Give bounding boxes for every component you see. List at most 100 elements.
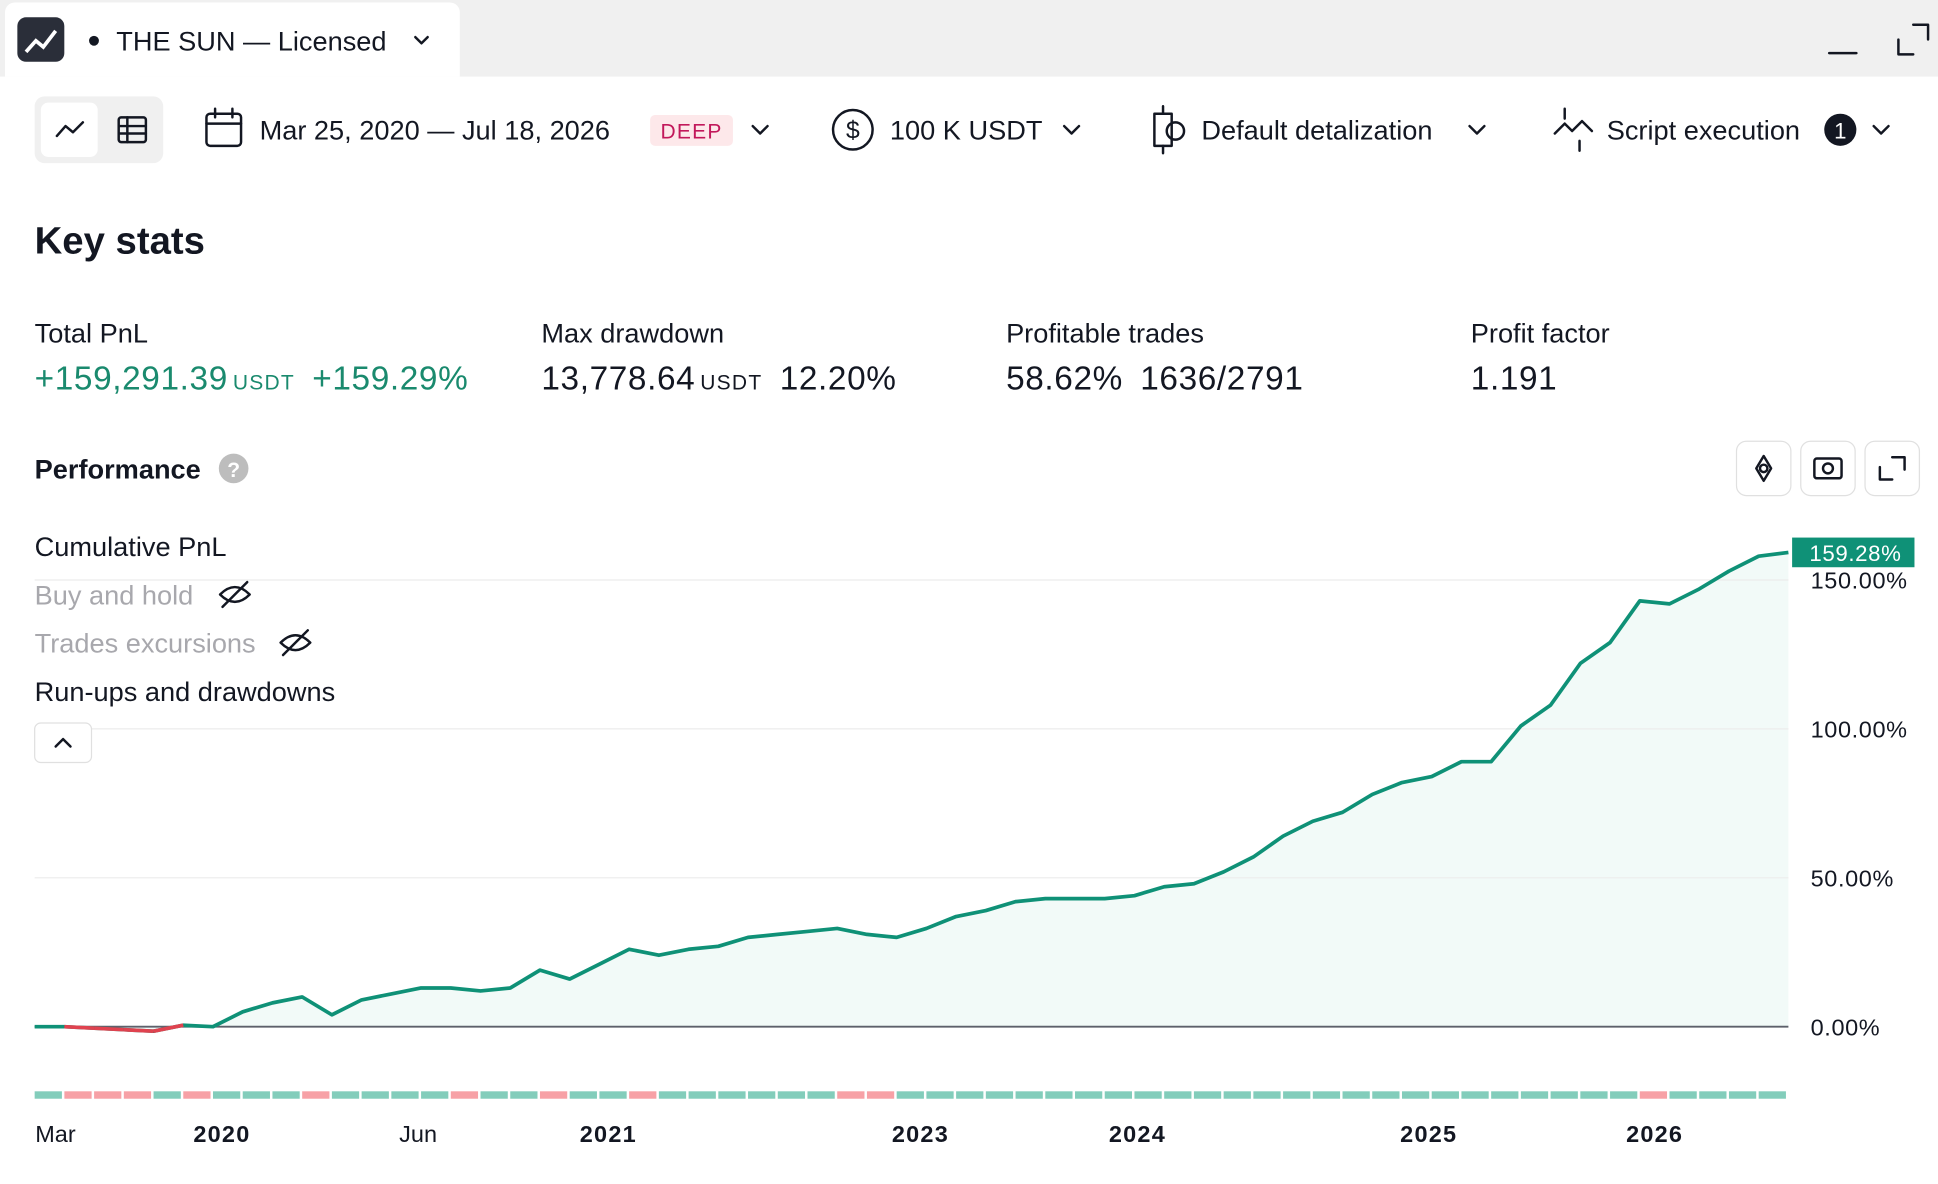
execution-count: 1 [1834, 118, 1846, 143]
runup-drawdown [1312, 1091, 1341, 1099]
tab-title: THE SUN — Licensed [116, 26, 386, 57]
fullscreen-button[interactable] [1864, 440, 1921, 497]
y-tick-label: 0.00% [1811, 1014, 1881, 1040]
runup-drawdown [213, 1091, 241, 1099]
runup-drawdown [64, 1091, 92, 1099]
runup-drawdown [1758, 1091, 1786, 1099]
camera-lens [1821, 462, 1835, 475]
execution-dropdown[interactable] [1872, 124, 1890, 135]
stat-extra: 1636/2791 [1140, 360, 1303, 397]
runup-drawdown [837, 1091, 865, 1099]
detalization[interactable]: Default detalization [1201, 115, 1432, 146]
negative-segment [94, 1026, 124, 1032]
runup-drawdown [361, 1091, 389, 1099]
capital-dropdown[interactable] [1062, 124, 1081, 135]
help-mark: ? [227, 459, 240, 482]
x-tick-label: 2023 [892, 1121, 949, 1147]
hidden-icon[interactable] [218, 580, 312, 657]
runup-drawdown [658, 1091, 687, 1099]
table-icon [117, 116, 148, 144]
legend-item[interactable]: Buy and hold [35, 579, 194, 610]
pnl-line [34, 550, 1789, 1034]
runup-drawdown [480, 1091, 508, 1099]
y-tick-label: 50.00% [1811, 865, 1894, 891]
stat-unit: USDT [233, 371, 295, 394]
logo-mark [24, 29, 58, 54]
expand[interactable] [1897, 23, 1930, 56]
legend-item[interactable]: Trades excursions [35, 628, 256, 659]
legend-item[interactable]: Cumulative PnL [35, 531, 227, 562]
runup-drawdown [539, 1091, 568, 1099]
tab-dropdown[interactable] [414, 35, 429, 45]
calendar-icon-lines [205, 107, 243, 125]
date-dropdown[interactable] [751, 124, 769, 135]
runup-drawdown [1431, 1091, 1459, 1099]
area [34, 552, 1789, 1032]
date-range[interactable]: Mar 25, 2020 — Jul 18, 2026 [260, 115, 610, 146]
fullscreen-icon [1878, 456, 1906, 481]
table-view-button[interactable] [117, 116, 148, 144]
tab[interactable] [4, 2, 460, 77]
runup-drawdown [1461, 1091, 1489, 1099]
execution[interactable]: Script execution [1607, 115, 1800, 146]
stat-value: 13,778.64 [541, 360, 695, 397]
help-icon[interactable] [218, 453, 249, 484]
x-tick-label: 2020 [193, 1121, 250, 1147]
runup-drawdown [1134, 1091, 1162, 1099]
sun-icon [89, 35, 99, 46]
runup-drawdown [748, 1091, 776, 1099]
runup-drawdown [123, 1091, 152, 1099]
runup-drawdown [1401, 1091, 1430, 1099]
last-value-tag [1792, 537, 1915, 568]
runup-drawdown [1372, 1091, 1400, 1099]
snapshot-button[interactable] [1800, 440, 1856, 497]
stat-value: 1.191 [1471, 360, 1558, 397]
runup-drawdown [1075, 1091, 1103, 1099]
runup-drawdown [688, 1091, 716, 1099]
runup-drawdown [331, 1091, 360, 1099]
x-tick-label: Jun [399, 1121, 437, 1147]
performance-title: Performance [35, 453, 201, 484]
runup-drawdown [1610, 1091, 1638, 1099]
calendar-icon [205, 112, 243, 148]
runup-drawdown [629, 1091, 657, 1099]
stat-label: Max drawdown [541, 317, 724, 348]
runup-drawdown [926, 1091, 954, 1099]
runup-drawdown [242, 1091, 270, 1099]
detalization-dropdown[interactable] [1468, 124, 1486, 135]
runup-drawdown [1045, 1091, 1073, 1099]
camera-icon [1813, 457, 1843, 480]
settings-dot [1758, 463, 1769, 474]
runup-drawdown [1699, 1091, 1727, 1099]
stat-value: 58.62% [1006, 360, 1123, 397]
negative-segment [123, 1027, 154, 1034]
badge: DEEP [660, 120, 722, 143]
stat-label: Profitable trades [1006, 317, 1204, 348]
app-logo [17, 17, 65, 62]
runup-drawdown [569, 1091, 597, 1099]
runup-drawdown [1639, 1091, 1668, 1099]
runup-drawdown [1580, 1091, 1608, 1099]
legend-item[interactable]: Run-ups and drawdowns [35, 676, 336, 707]
runup-drawdown [391, 1091, 419, 1099]
runup-drawdown [1253, 1091, 1281, 1099]
runup-drawdown [866, 1091, 895, 1099]
x-tick-label: 2025 [1400, 1121, 1457, 1147]
plot: 0.00% 50.00% 100.00% 150.00% Mar 2020 Jun 2021 2… [34, 537, 1915, 1147]
runup-drawdown [1193, 1091, 1222, 1099]
stats: Total PnL+159,291.39 USDT +159.29%Max draw… [35, 317, 1610, 397]
dollar-sign: $ [846, 117, 860, 144]
collapse-button[interactable] [34, 722, 93, 764]
runup-drawdown [183, 1091, 211, 1099]
stat-extra: +159.29% [312, 360, 468, 397]
settings-button[interactable] [1735, 440, 1792, 497]
capital[interactable]: 100 K USDT [890, 115, 1043, 146]
runup-drawdown [1283, 1091, 1311, 1099]
runup-drawdown [450, 1091, 479, 1099]
section-title: Key stats [35, 219, 205, 262]
runup-drawdown [777, 1091, 806, 1099]
count-badge [1824, 113, 1857, 146]
runup-drawdown [956, 1091, 984, 1099]
